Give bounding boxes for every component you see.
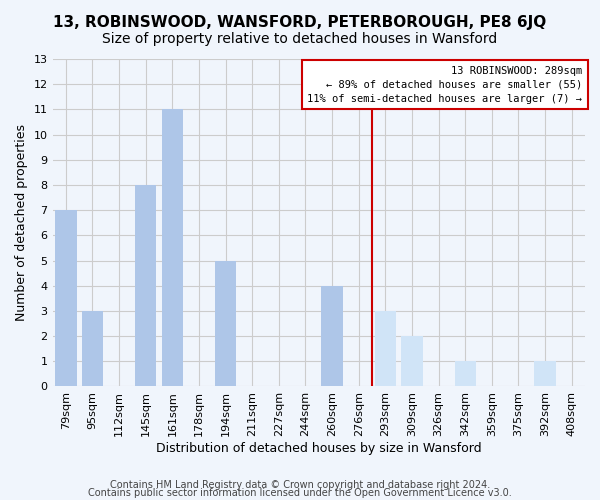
Text: Size of property relative to detached houses in Wansford: Size of property relative to detached ho… (103, 32, 497, 46)
Bar (55, 210, 77, 386)
Bar (455, 362, 476, 386)
Y-axis label: Number of detached properties: Number of detached properties (15, 124, 28, 321)
Text: 13 ROBINSWOOD: 289sqm
← 89% of detached houses are smaller (55)
11% of semi-deta: 13 ROBINSWOOD: 289sqm ← 89% of detached … (307, 66, 583, 104)
Text: 13, ROBINSWOOD, WANSFORD, PETERBOROUGH, PE8 6JQ: 13, ROBINSWOOD, WANSFORD, PETERBOROUGH, … (53, 15, 547, 30)
Bar (401, 336, 422, 386)
Bar (161, 110, 183, 386)
Bar (82, 311, 103, 386)
Text: Contains public sector information licensed under the Open Government Licence v3: Contains public sector information licen… (88, 488, 512, 498)
X-axis label: Distribution of detached houses by size in Wansford: Distribution of detached houses by size … (156, 442, 482, 455)
Bar (215, 260, 236, 386)
Bar (535, 362, 556, 386)
Bar (322, 286, 343, 386)
Text: Contains HM Land Registry data © Crown copyright and database right 2024.: Contains HM Land Registry data © Crown c… (110, 480, 490, 490)
Bar (374, 311, 396, 386)
Bar (135, 185, 157, 386)
